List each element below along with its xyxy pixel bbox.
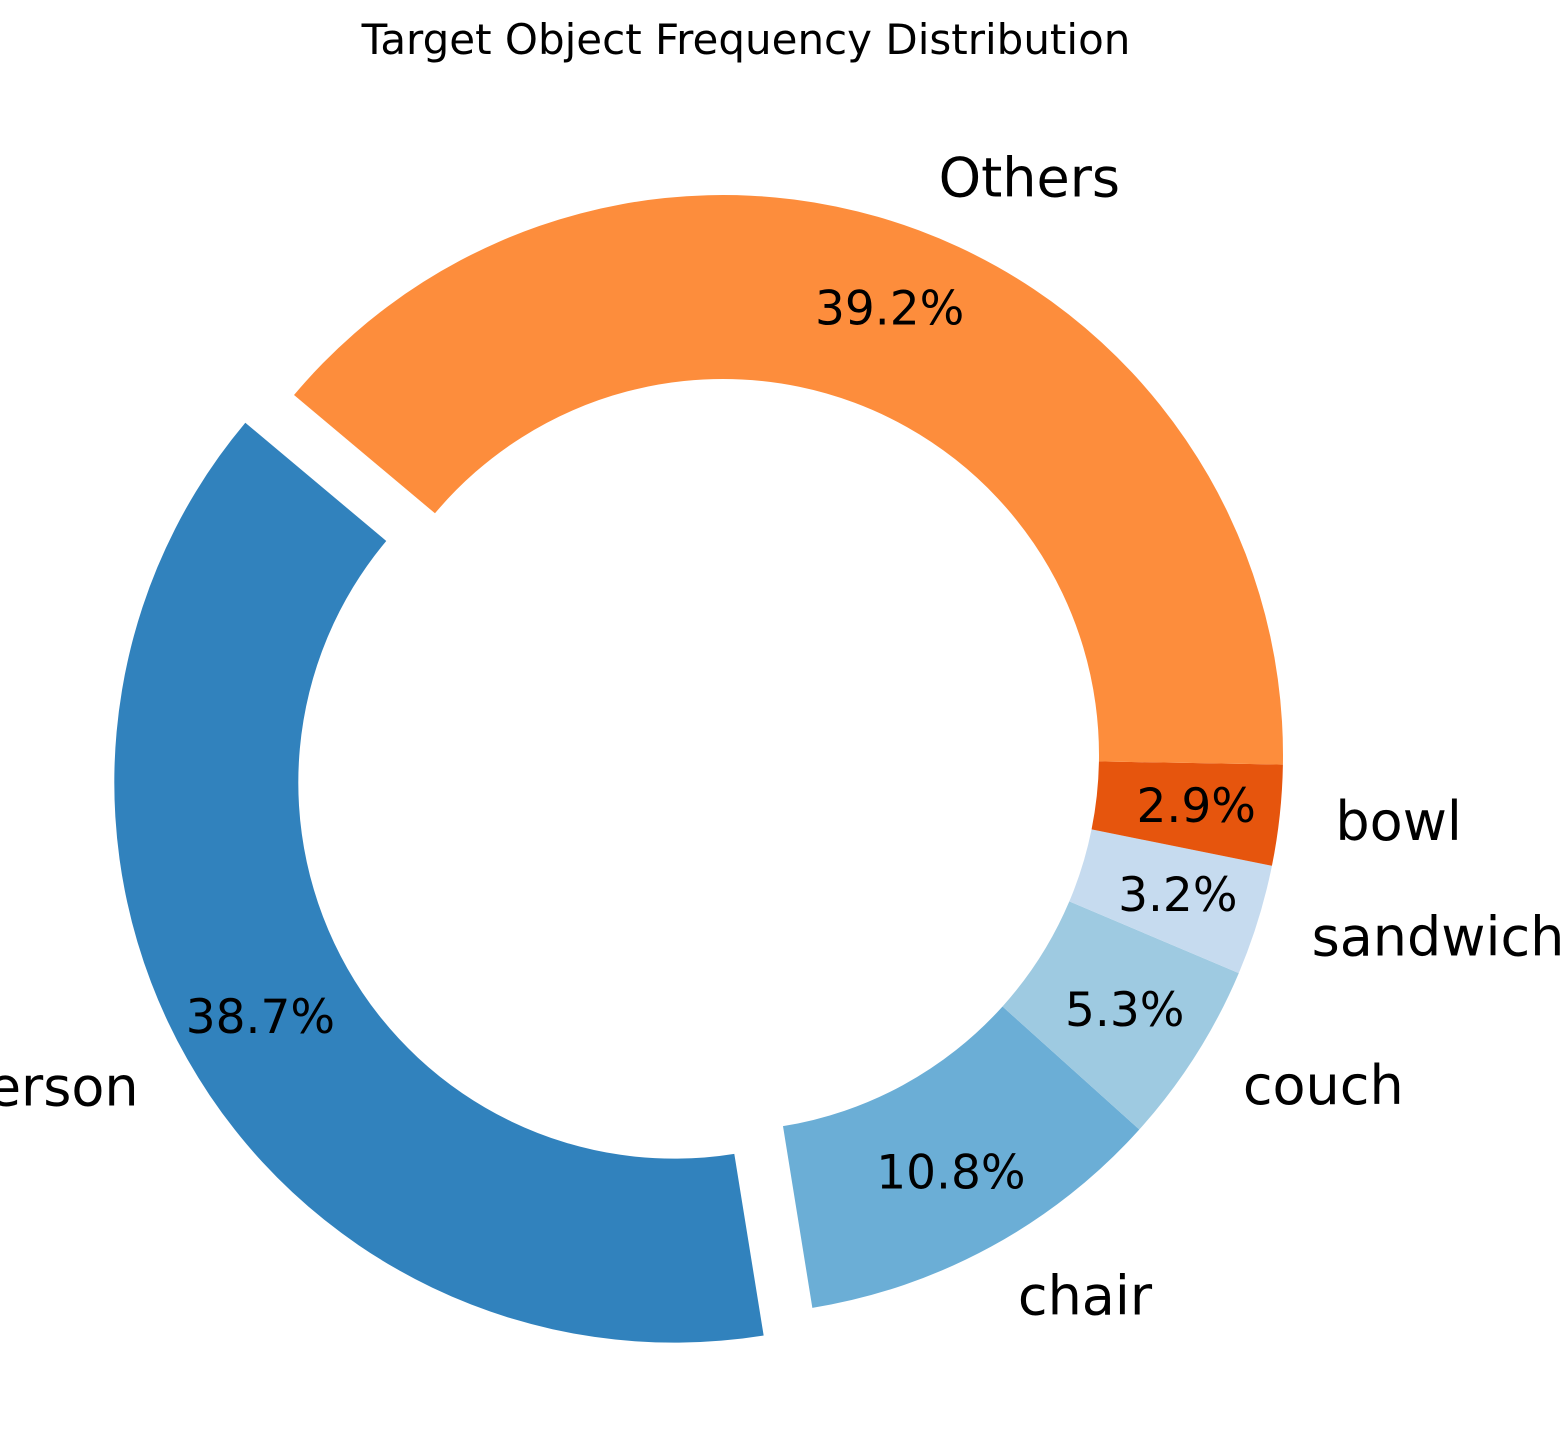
percent-label-sandwich: 3.2%	[1118, 868, 1237, 923]
slice-label-sandwich: sandwich	[1312, 905, 1565, 968]
percent-label-bowl: 2.9%	[1137, 779, 1256, 834]
slice-person	[114, 422, 764, 1343]
percent-label-chair: 10.8%	[876, 1145, 1025, 1200]
slice-label-person: person	[0, 1055, 139, 1118]
percent-label-person: 38.7%	[186, 990, 335, 1045]
slice-label-couch: couch	[1243, 1054, 1404, 1117]
labels-group: person 38.7% chair 10.8% couch 5.3% sandwich 3.…	[0, 146, 1564, 1327]
slice-label-chair: chair	[1018, 1264, 1153, 1327]
slice-sandwich	[1069, 829, 1272, 974]
slices-group	[114, 194, 1283, 1343]
slice-bowl	[1091, 761, 1283, 866]
percent-label-others: 39.2%	[815, 282, 964, 337]
slice-label-bowl: bowl	[1335, 790, 1461, 853]
slice-chair	[782, 1006, 1140, 1308]
slice-couch	[1002, 901, 1239, 1130]
percent-label-couch: 5.3%	[1065, 983, 1184, 1038]
slice-label-others: Others	[939, 146, 1120, 209]
chart-title: Target Object Frequency Distribution	[361, 15, 1131, 64]
slice-others	[294, 194, 1283, 765]
